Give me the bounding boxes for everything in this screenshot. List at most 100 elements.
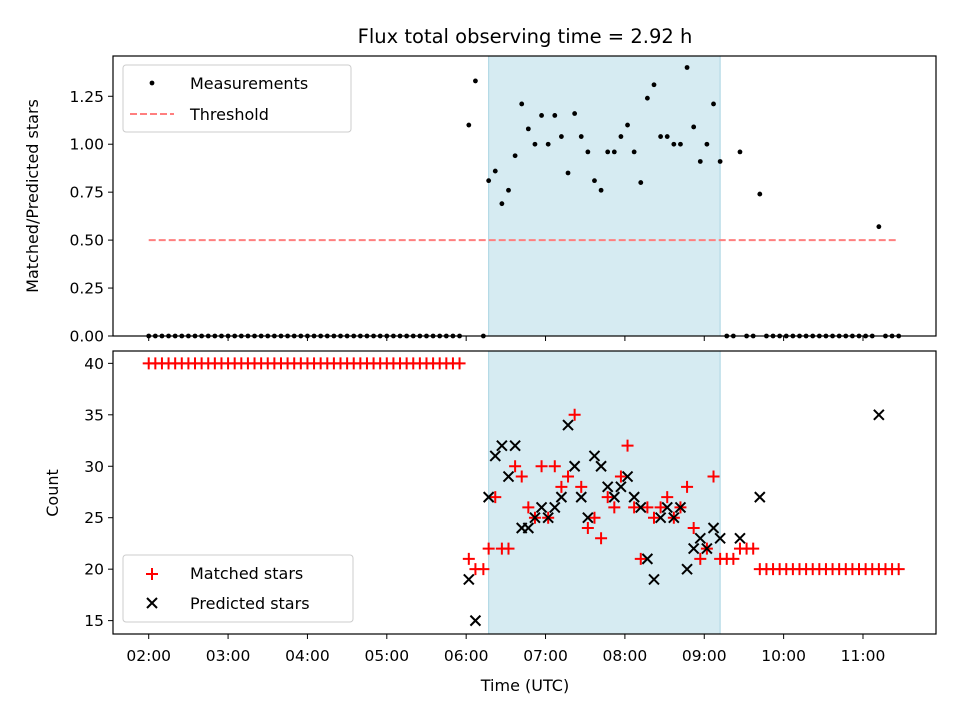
top-y-tick-label: 0.50 xyxy=(69,232,104,250)
x-tick-label: 05:00 xyxy=(364,647,409,665)
matched-star-point xyxy=(568,408,581,421)
measurement-point xyxy=(545,141,551,147)
bottom-y-tick-label: 15 xyxy=(84,612,104,630)
measurement-point xyxy=(684,65,690,70)
x-axis-label: Time (UTC) xyxy=(480,676,569,695)
x-tick-label: 08:00 xyxy=(603,647,648,665)
predicted-star-point xyxy=(661,501,673,514)
top-y-axis-label: Matched/Predicted stars xyxy=(23,99,42,293)
predicted-star-point xyxy=(568,460,581,472)
measurement-point xyxy=(691,124,697,130)
top-legend-box xyxy=(122,64,352,133)
matched-star-point xyxy=(661,491,674,504)
bottom-legend-box xyxy=(122,554,354,623)
measurement-point xyxy=(631,149,637,155)
predicted-star-point xyxy=(595,460,607,472)
predicted-star-point xyxy=(714,532,726,545)
predicted-star-point xyxy=(701,542,713,555)
matched-star-point xyxy=(634,552,647,565)
x-tick-label: 11:00 xyxy=(841,647,886,665)
matched-star-point xyxy=(555,480,568,493)
predicted-star-point xyxy=(754,491,766,503)
measurement-point xyxy=(671,141,677,147)
predicted-star-point xyxy=(734,532,746,545)
measurement-point xyxy=(578,134,584,139)
predicted-star-point xyxy=(562,419,574,431)
matched-star-point xyxy=(515,470,528,483)
matched-star-point xyxy=(681,480,694,493)
predicted-star-point xyxy=(529,512,541,524)
matched-star-point xyxy=(694,552,707,565)
measurement-point xyxy=(651,82,657,88)
measurement-point xyxy=(598,187,604,193)
legend-predicted-marker xyxy=(146,597,158,609)
measurement-point xyxy=(499,201,505,207)
predicted-star-point xyxy=(674,501,687,514)
predicted-star-point xyxy=(542,512,554,524)
predicted-star-point xyxy=(694,532,706,545)
bottom-y-tick-label: 30 xyxy=(84,458,104,476)
measurement-point xyxy=(757,191,763,197)
matched-star-point xyxy=(621,439,634,452)
x-tick-label: 06:00 xyxy=(444,647,489,665)
measurement-point xyxy=(658,134,664,139)
matched-star-point xyxy=(747,542,760,555)
predicted-star-point xyxy=(535,501,548,514)
predicted-star-point xyxy=(601,481,614,493)
top-y-tick-label: 1.25 xyxy=(69,88,104,106)
measurement-point xyxy=(737,149,743,155)
matched-star-point xyxy=(477,563,490,576)
legend-threshold-label: Threshold xyxy=(189,105,269,124)
legend-matched-label: Matched stars xyxy=(190,564,303,583)
bottom-y-axis-label: Count xyxy=(43,469,62,517)
predicted-star-point xyxy=(463,573,475,586)
measurement-point xyxy=(585,149,591,155)
top-y-tick-label: 0.25 xyxy=(69,280,104,298)
bottom-matched-stars-group xyxy=(142,357,905,576)
measurement-point xyxy=(532,141,538,147)
matched-star-point xyxy=(654,501,667,514)
matched-star-point xyxy=(687,522,700,535)
legend-measurements-marker xyxy=(149,80,155,86)
predicted-star-point xyxy=(668,512,680,524)
measurement-point xyxy=(552,113,558,118)
measurement-point xyxy=(519,101,525,107)
matched-star-point xyxy=(548,460,561,473)
figure-title: Flux total observing time = 2.92 h xyxy=(358,25,693,48)
matched-star-point xyxy=(595,532,608,545)
matched-star-point xyxy=(502,542,515,555)
measurement-point xyxy=(565,170,571,176)
matched-star-point xyxy=(462,552,475,565)
measurement-point xyxy=(492,168,498,174)
matched-star-point xyxy=(647,511,660,524)
predicted-star-point xyxy=(873,409,885,421)
measurement-point xyxy=(704,141,710,147)
measurement-point xyxy=(697,159,703,164)
measurement-point xyxy=(525,126,531,132)
measurement-point xyxy=(592,178,597,184)
predicted-star-point xyxy=(496,439,508,452)
top-y-tick-label: 1.00 xyxy=(69,136,104,154)
bottom-observing-window-band xyxy=(488,350,721,635)
measurement-point xyxy=(644,95,650,101)
bottom-legend: Matched stars Predicted stars xyxy=(122,554,354,623)
predicted-star-point xyxy=(588,450,601,462)
measurement-point xyxy=(539,113,544,118)
measurement-point xyxy=(572,111,578,116)
matched-star-point xyxy=(489,491,502,504)
top-observing-window-band xyxy=(488,55,721,337)
measurement-point xyxy=(605,149,611,155)
matched-star-point xyxy=(581,522,594,535)
bottom-y-tick-label: 40 xyxy=(84,355,104,373)
top-y-tick-label: 0.75 xyxy=(69,184,104,202)
bottom-y-tick-label: 35 xyxy=(84,406,104,424)
matched-star-point xyxy=(522,501,535,514)
legend-predicted-label: Predicted stars xyxy=(190,594,310,613)
predicted-star-point xyxy=(635,501,647,514)
predicted-star-point xyxy=(549,501,561,514)
matched-star-point xyxy=(628,501,641,514)
matched-star-point xyxy=(453,357,466,370)
matched-star-point xyxy=(641,501,654,514)
predicted-star-point xyxy=(522,522,535,534)
